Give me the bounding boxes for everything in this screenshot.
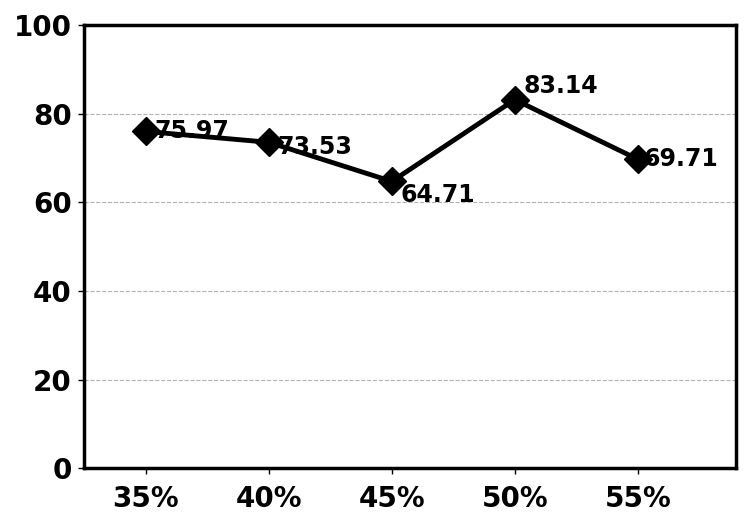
Text: 69.71: 69.71 [644, 147, 718, 171]
Text: 73.53: 73.53 [278, 135, 352, 159]
Text: 64.71: 64.71 [400, 183, 475, 207]
Text: 83.14: 83.14 [524, 74, 598, 99]
Text: 75.97: 75.97 [154, 120, 230, 143]
